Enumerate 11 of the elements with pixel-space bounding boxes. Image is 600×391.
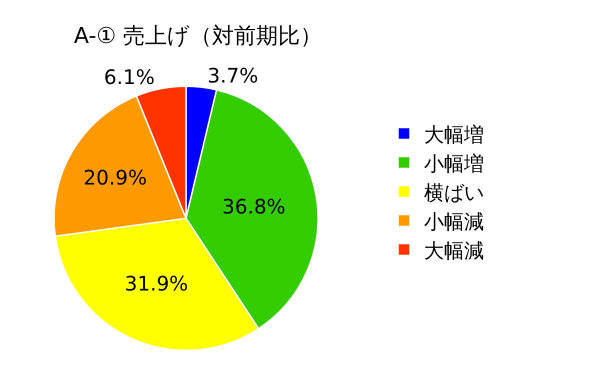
legend-label: 横ばい: [424, 180, 484, 204]
chart-title: A-① 売上げ（対前期比）: [74, 24, 322, 49]
data-label: 36.8%: [222, 194, 286, 218]
data-label: 6.1%: [104, 65, 155, 90]
data-label: 31.9%: [124, 271, 188, 296]
legend-label: 小幅増: [424, 151, 484, 176]
data-label: 3.7%: [207, 63, 258, 88]
legend-label: 小幅減: [424, 209, 484, 234]
data-label: 20.9%: [83, 165, 147, 190]
legend-label: 大幅増: [424, 122, 484, 146]
legend-label: 大幅減: [424, 238, 484, 262]
